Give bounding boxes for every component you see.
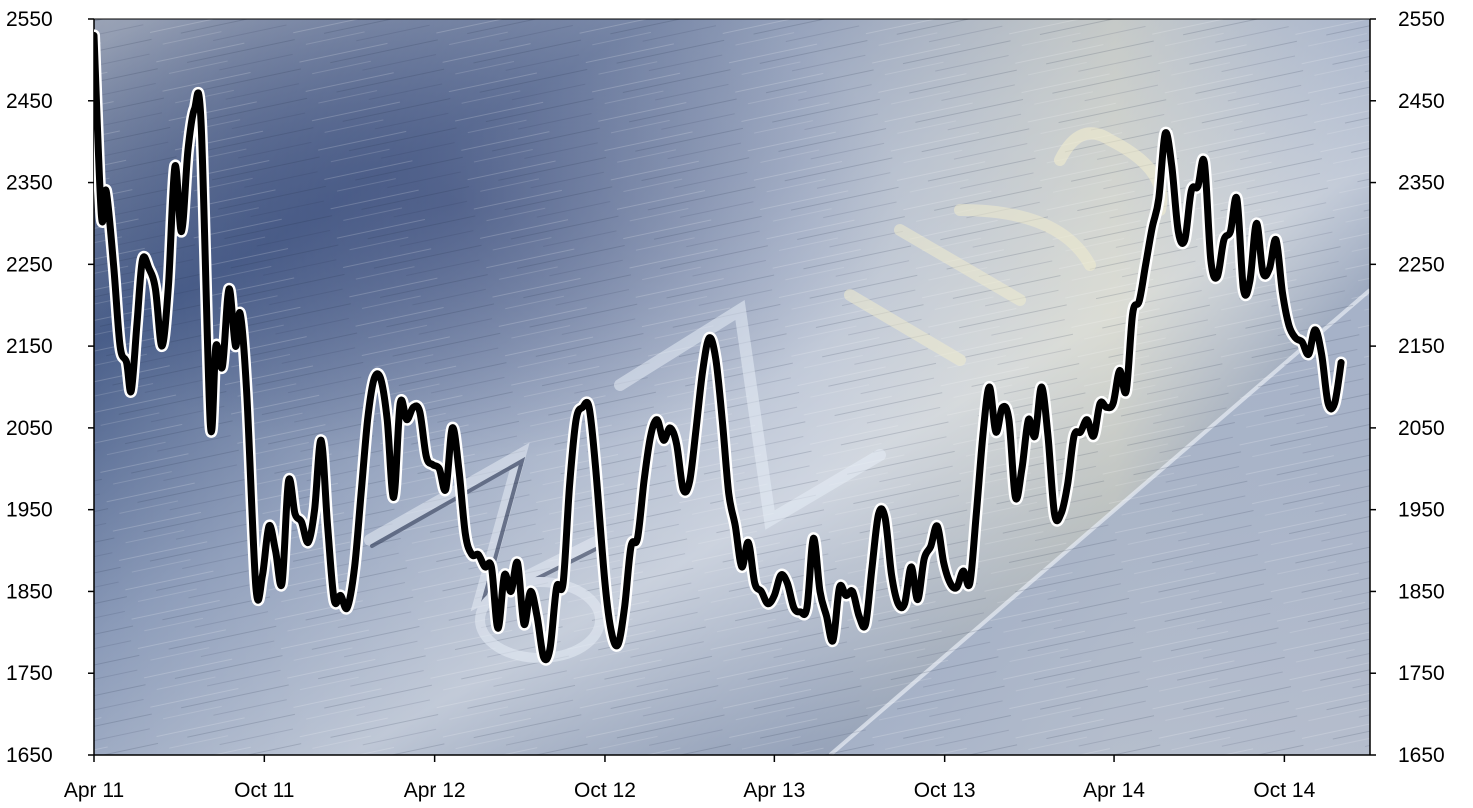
y-tick-label-left: 2250 [6, 253, 53, 276]
y-tick-label-right: 1950 [1398, 499, 1445, 522]
y-tick-label-left: 1850 [6, 580, 53, 603]
x-tick-label: Oct 11 [234, 779, 294, 802]
x-tick-label: Apr 11 [64, 779, 124, 802]
y-tick-label-left: 1750 [6, 662, 53, 685]
axes [93, 18, 1371, 756]
y-tick-label-left: 1650 [6, 744, 53, 767]
y-tick-label-left: 2050 [6, 417, 53, 440]
x-axis: Apr 11 Oct 11 Apr 12 Oct 12 Apr 13 Oct 13 Apr … [64, 755, 1316, 802]
y-axis-right: 1650 1750 1850 1950 2050 2150 2250 2350 2450 2550 [1370, 8, 1445, 767]
x-tick-label: Apr 13 [743, 779, 805, 802]
y-tick-label-left: 2150 [6, 335, 53, 358]
y-tick-label-right: 1650 [1398, 744, 1445, 767]
y-tick-label-left: 2450 [6, 90, 53, 113]
y-tick-label-right: 2450 [1398, 90, 1445, 113]
x-tick-label: Apr 14 [1083, 779, 1145, 802]
y-tick-label-left: 2550 [6, 8, 53, 31]
x-tick-label: Oct 13 [914, 779, 976, 802]
y-tick-label-left: 1950 [6, 499, 53, 522]
series-layer [94, 29, 1348, 666]
y-tick-label-right: 1850 [1398, 580, 1445, 603]
y-tick-label-right: 2350 [1398, 172, 1445, 195]
zinc-photo-background [94, 19, 1370, 755]
x-tick-label: Apr 12 [404, 779, 466, 802]
y-axis-left: 1650 1750 1850 1950 2050 2150 2250 2350 2450 2550 [6, 8, 94, 767]
y-tick-label-right: 2550 [1398, 8, 1445, 31]
x-tick-label: Oct 12 [574, 779, 636, 802]
y-tick-label-left: 2350 [6, 172, 53, 195]
x-tick-label: Oct 14 [1253, 779, 1315, 802]
price-line [94, 31, 1345, 664]
y-tick-label-right: 2250 [1398, 253, 1445, 276]
y-tick-label-right: 2050 [1398, 417, 1445, 440]
embossed-zinc-lettering [364, 127, 1168, 663]
y-tick-label-right: 1750 [1398, 662, 1445, 685]
y-tick-label-right: 2150 [1398, 335, 1445, 358]
